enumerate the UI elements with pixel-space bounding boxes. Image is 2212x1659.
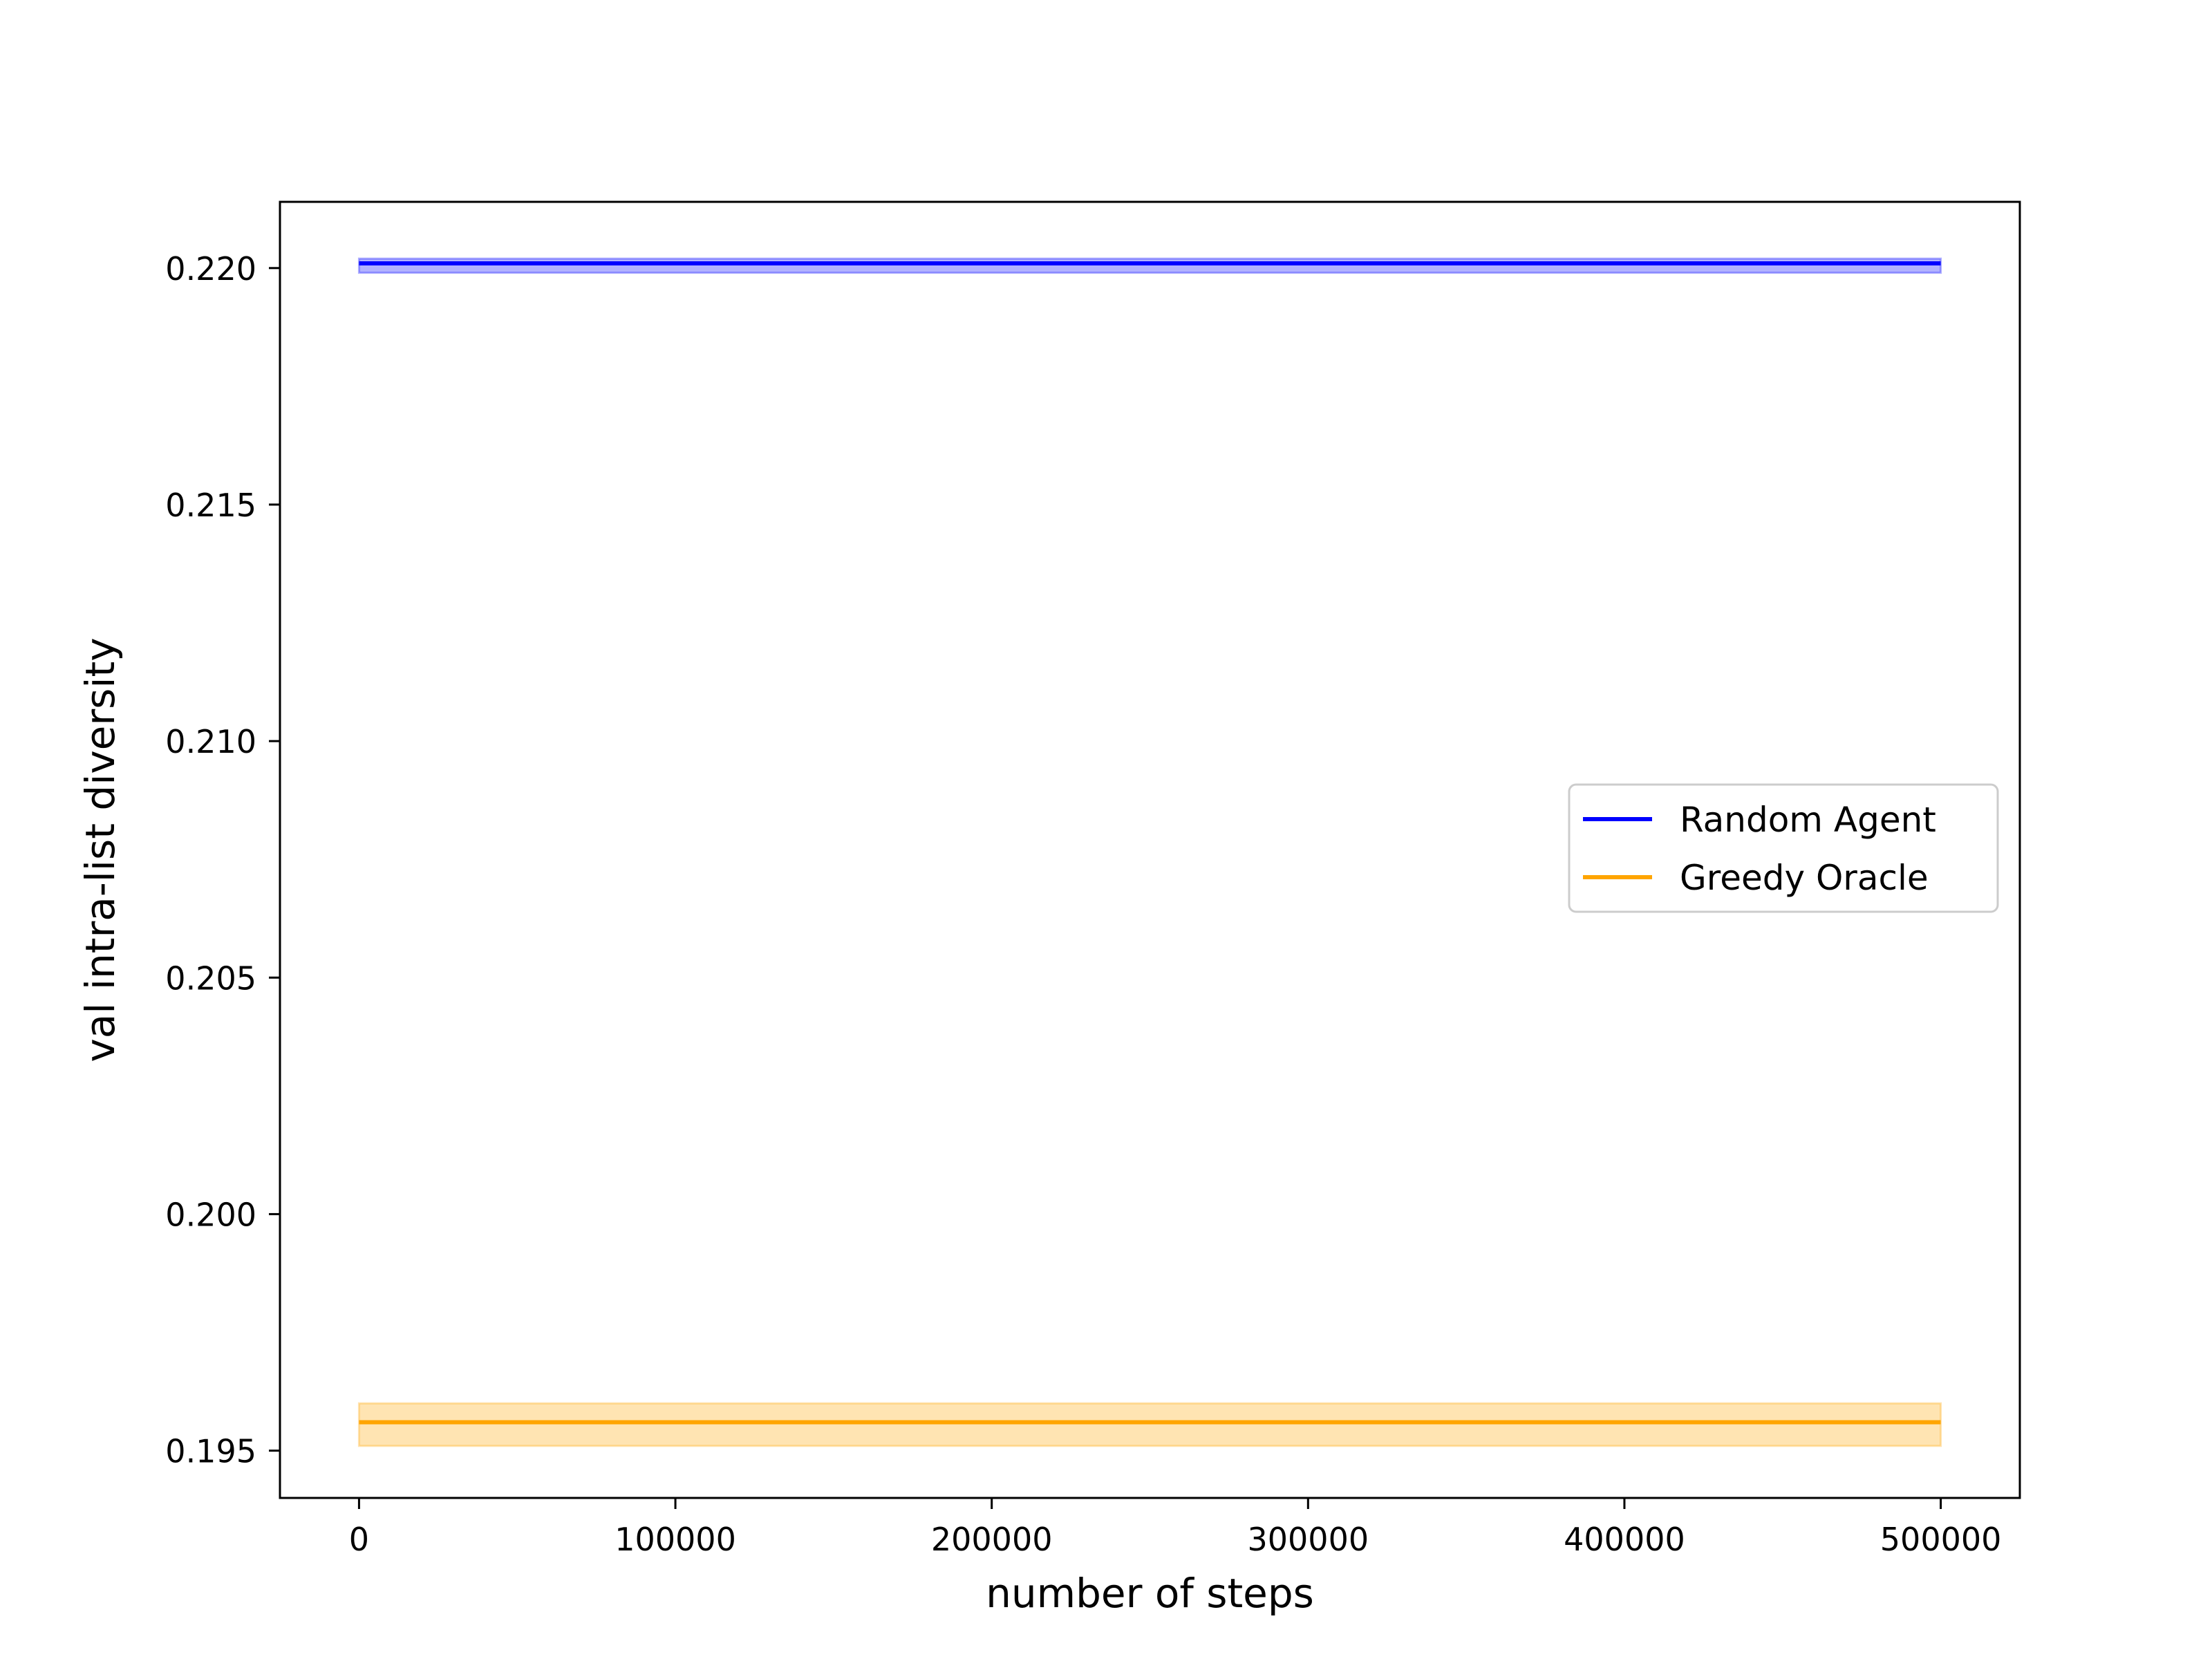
y-tick-label: 0.215 xyxy=(165,487,256,524)
legend-box xyxy=(1568,783,1999,913)
legend: Random Agent Greedy Oracle xyxy=(1568,783,1999,913)
confidence-bands xyxy=(357,257,1942,1447)
x-axis-ticks: 0 100000 200000 300000 400000 500000 xyxy=(349,1498,2002,1558)
y-axis-label: val intra-list diversity xyxy=(77,637,124,1062)
series-band-1 xyxy=(357,1402,1942,1447)
series-band-0 xyxy=(357,257,1942,274)
x-tick-label: 200000 xyxy=(931,1521,1053,1558)
y-axis-ticks: 0.195 0.200 0.205 0.210 0.215 0.220 xyxy=(165,250,280,1470)
legend-label: Random Agent xyxy=(1680,800,1936,840)
series-lines xyxy=(359,261,1941,1425)
y-tick-label: 0.220 xyxy=(165,250,256,288)
y-tick-label: 0.200 xyxy=(165,1196,256,1233)
y-tick-label: 0.210 xyxy=(165,723,256,760)
x-tick-label: 400000 xyxy=(1564,1521,1685,1558)
y-tick-label: 0.205 xyxy=(165,959,256,997)
x-tick-label: 0 xyxy=(349,1521,369,1558)
x-tick-label: 500000 xyxy=(1880,1521,2002,1558)
y-tick-label: 0.195 xyxy=(165,1433,256,1470)
x-axis-label: number of steps xyxy=(986,1570,1314,1617)
x-tick-label: 300000 xyxy=(1248,1521,1369,1558)
x-tick-label: 100000 xyxy=(615,1521,736,1558)
legend-label: Greedy Oracle xyxy=(1680,858,1929,898)
plot-area-frame xyxy=(279,200,2021,1499)
